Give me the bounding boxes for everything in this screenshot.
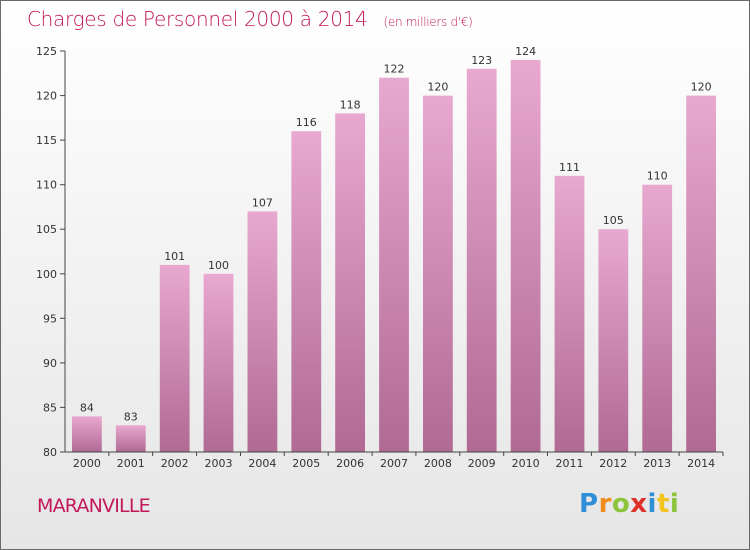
- bar-2012: [598, 229, 629, 452]
- x-tick-label: 2013: [643, 457, 671, 470]
- logo-letter: t: [656, 489, 670, 519]
- bar-2002: [159, 264, 190, 452]
- logo-letter: r: [598, 489, 612, 519]
- x-tick-label: 2006: [336, 457, 364, 470]
- data-label-2000: 84: [80, 401, 94, 414]
- y-tick-label: 105: [36, 223, 57, 236]
- axes-group: 2000 2001 2002 2003 2004 2005 2006 2007 2008 2009…: [36, 45, 724, 470]
- data-label-2004: 107: [252, 196, 273, 209]
- data-label-2006: 118: [340, 98, 361, 111]
- x-tick-label: 2005: [292, 457, 320, 470]
- data-label-2009: 123: [471, 54, 492, 67]
- y-tick-label: 95: [43, 312, 57, 325]
- bar-2008: [423, 95, 453, 452]
- bar-2011: [554, 175, 585, 453]
- y-tick-label: 125: [36, 45, 57, 58]
- data-label-2013: 110: [647, 170, 668, 183]
- place-name: MARANVILLE: [37, 495, 151, 517]
- y-tick-label: 115: [36, 134, 57, 147]
- y-tick-label: 90: [43, 357, 57, 370]
- x-tick-label: 2010: [512, 457, 540, 470]
- y-tick-label: 120: [36, 90, 57, 103]
- data-label-2010: 124: [515, 45, 536, 58]
- y-tick-label: 110: [36, 179, 57, 192]
- logo-letter: P: [579, 489, 599, 519]
- x-tick-label: 2002: [161, 457, 189, 470]
- bar-2013: [642, 184, 673, 452]
- chart-title-text: Charges de Personnel 2000 à 2014: [27, 7, 368, 31]
- bar-2006: [335, 113, 365, 453]
- data-label-2014: 120: [691, 81, 712, 94]
- y-tick-label: 80: [43, 446, 57, 459]
- bar-2001: [115, 425, 146, 452]
- bar-2000: [72, 416, 102, 452]
- x-tick-label: 2012: [599, 457, 627, 470]
- data-label-2007: 122: [384, 63, 405, 76]
- data-label-2008: 120: [427, 81, 448, 94]
- y-tick-label: 100: [36, 268, 57, 281]
- data-label-2012: 105: [603, 214, 624, 227]
- logo-letter: i: [647, 489, 657, 519]
- data-label-2011: 111: [559, 161, 580, 174]
- bar-2004: [247, 211, 278, 452]
- proxiti-logo: Proxiti: [579, 489, 679, 519]
- bar-2010: [510, 59, 541, 453]
- bar-2009: [466, 68, 497, 453]
- bar-2003: [203, 273, 234, 452]
- data-label-2002: 101: [164, 250, 185, 263]
- chart-subtitle: (en milliers d'€): [383, 15, 473, 29]
- x-tick-label: 2011: [556, 457, 584, 470]
- x-tick-label: 2008: [424, 457, 452, 470]
- bar-2007: [379, 77, 409, 452]
- x-tick-label: 2004: [248, 457, 276, 470]
- data-label-2001: 83: [124, 410, 138, 423]
- x-tick-label: 2009: [468, 457, 496, 470]
- x-tick-label: 2007: [380, 457, 408, 470]
- x-tick-label: 2014: [687, 457, 715, 470]
- x-tick-label: 2003: [205, 457, 233, 470]
- x-tick-label: 2001: [117, 457, 145, 470]
- bar-2014: [686, 95, 716, 452]
- bar-2005: [291, 131, 322, 452]
- chart-title: Charges de Personnel 2000 à 2014 (en mill…: [27, 7, 473, 31]
- logo-letter: x: [630, 489, 648, 519]
- data-label-2003: 100: [208, 259, 229, 272]
- bars-group: 84 83 101 100 107 116 118 122 120 123 124 111 105 110…: [72, 45, 716, 453]
- logo-letter: o: [611, 489, 631, 519]
- data-label-2005: 116: [296, 116, 317, 129]
- x-tick-label: 2000: [73, 457, 101, 470]
- logo-letter: i: [669, 489, 680, 519]
- y-tick-label: 85: [43, 401, 57, 414]
